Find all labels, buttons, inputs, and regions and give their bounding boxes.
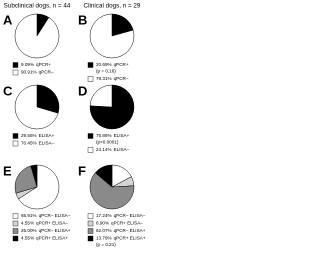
legend-swatch [12, 213, 19, 219]
legend-label: qPCR– ELISA– [114, 213, 146, 218]
pie-slice [14, 84, 59, 130]
pie-slice [14, 13, 60, 59]
legend-value: 9.09% [21, 62, 34, 67]
pie-slice [18, 164, 60, 210]
legend-swatch [12, 228, 19, 234]
legend-label: qPCR– ELISA– [39, 213, 71, 218]
legend-swatch [87, 133, 94, 139]
panel-letter: A [3, 12, 13, 27]
pie-slice [30, 164, 38, 188]
pie-slice [89, 13, 135, 59]
column-header: Subclinical dogs, n = 44 [4, 3, 71, 10]
legend-value: 17.24% [96, 213, 112, 218]
panel-letter: C [3, 83, 13, 98]
legend-label: qPCR+ [36, 62, 51, 67]
annotation: (p = 0.21) [96, 242, 116, 247]
legend-label: ELISA– [114, 147, 130, 152]
legend-swatch [12, 133, 19, 139]
figure: Subclinical dogs, n = 44 Clinical dogs, … [3, 3, 146, 248]
legend-value: 90.91% [21, 70, 37, 75]
legend-value: 6.90% [96, 221, 109, 226]
pie-slice [14, 165, 38, 194]
pie-slice [89, 84, 113, 108]
legend-swatch [87, 235, 94, 242]
legend-label: qPCR– [39, 70, 54, 75]
legend-value: 29.55% [21, 133, 37, 138]
legend-swatch [87, 62, 94, 68]
legend-value: 65.91% [21, 213, 37, 218]
annotation: (p<0.0001) [96, 140, 119, 145]
panel-letter: F [78, 163, 86, 178]
legend-value: 75.86% [96, 133, 112, 138]
column-header: Clinical dogs, n = 29 [84, 3, 141, 10]
legend-label: qPCR– ELISA+ [39, 228, 71, 233]
legend-value: 79.31% [96, 76, 112, 81]
legend-label: qPCR+ ELISA+ [36, 236, 68, 241]
legend-value: 62.07% [96, 228, 112, 233]
legend-label: ELISA– [39, 141, 55, 146]
panel-letter: D [78, 83, 87, 98]
legend-label: ELISA+ [39, 133, 55, 138]
legend-value: 13.79% [96, 236, 112, 241]
panel-letter: E [3, 163, 12, 178]
pie-slice [89, 172, 135, 210]
legend-label: qPCR– ELISA+ [114, 228, 146, 233]
legend-label: qPCR+ ELISA– [111, 221, 143, 226]
legend-value: 4.55% [21, 221, 34, 226]
legend-label: qPCR– [114, 76, 129, 81]
legend-swatch [87, 228, 94, 234]
legend-swatch [12, 69, 19, 76]
pie-slice [94, 164, 113, 188]
legend-swatch [87, 147, 94, 153]
legend-label: ELISA+ [114, 133, 130, 138]
pie-slice [36, 84, 60, 114]
legend-swatch [12, 235, 19, 242]
legend-value: 4.55% [21, 236, 34, 241]
legend-label: qPCR+ ELISA– [36, 221, 68, 226]
legend-value: 20.69% [96, 62, 112, 67]
annotation: (p = 0.16) [96, 69, 116, 74]
legend-value: 24.14% [96, 147, 112, 152]
legend-label: qPCR+ [114, 62, 129, 67]
legend-swatch [87, 76, 94, 82]
legend-swatch [12, 140, 19, 147]
legend-swatch [12, 62, 19, 68]
legend-swatch [12, 220, 19, 227]
legend-value: 25.00% [21, 228, 37, 233]
legend-swatch [87, 213, 94, 219]
panel-letter: B [78, 12, 87, 27]
legend-swatch [87, 220, 94, 227]
legend-value: 70.45% [21, 141, 37, 146]
legend-label: qPCR+ ELISA+ [114, 236, 146, 241]
